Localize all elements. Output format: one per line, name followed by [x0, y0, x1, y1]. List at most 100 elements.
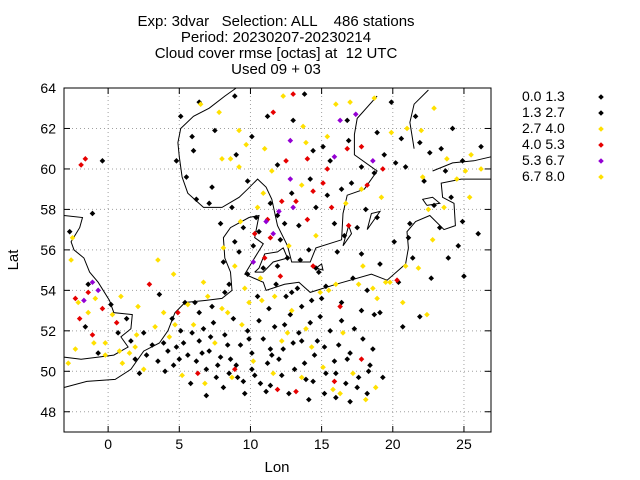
data-point [189, 133, 195, 140]
data-point [140, 366, 147, 373]
data-point [348, 180, 355, 186]
data-point [399, 299, 406, 306]
data-point [313, 232, 319, 239]
data-point [304, 156, 311, 162]
data-point [298, 374, 305, 381]
y-tick-label: 58 [40, 201, 56, 217]
data-point [246, 299, 252, 306]
data-point [354, 224, 361, 231]
data-point [68, 257, 74, 263]
data-point [370, 346, 376, 352]
data-point [261, 145, 268, 152]
data-point [311, 352, 318, 358]
data-point [81, 297, 87, 304]
data-point [337, 390, 343, 397]
coastline [366, 210, 382, 230]
data-point [230, 315, 237, 322]
legend-label: 5.3 6.7 [522, 152, 565, 168]
data-point [300, 123, 306, 130]
data-point [126, 350, 133, 356]
data-point [260, 190, 267, 197]
data-point [249, 350, 255, 356]
data-point [296, 330, 302, 336]
data-point [287, 137, 294, 144]
data-point [156, 291, 163, 298]
data-point [212, 127, 218, 134]
data-point [377, 261, 383, 267]
data-point [266, 305, 272, 312]
data-point [475, 230, 481, 237]
data-point [260, 265, 267, 271]
data-point [334, 249, 341, 255]
data-point [146, 281, 153, 288]
data-point [281, 321, 288, 328]
data-point [277, 273, 284, 279]
data-point [216, 109, 222, 116]
legend-marker [598, 94, 604, 100]
data-point [226, 281, 232, 288]
data-point [89, 210, 96, 217]
y-tick-label: 62 [40, 120, 56, 136]
x-tick-label: 0 [104, 436, 112, 452]
data-point [478, 166, 484, 172]
data-point [333, 281, 339, 288]
data-point [173, 344, 180, 350]
data-point [321, 344, 328, 350]
data-point [371, 311, 378, 318]
data-point [441, 204, 447, 211]
data-point [478, 143, 484, 150]
data-point [436, 224, 443, 231]
data-point [66, 228, 73, 235]
data-point [370, 285, 376, 292]
data-point [301, 360, 308, 366]
data-point [257, 275, 264, 282]
data-point [108, 301, 114, 308]
data-point [256, 317, 262, 324]
data-point [115, 330, 121, 336]
data-point [283, 158, 289, 164]
data-point [263, 218, 269, 225]
data-point [338, 299, 345, 306]
data-point [341, 232, 348, 239]
data-point [267, 200, 274, 207]
data-point [132, 356, 138, 362]
data-point [274, 263, 281, 269]
data-point [438, 145, 444, 152]
data-point [175, 309, 181, 316]
data-point [315, 269, 322, 275]
data-point [431, 202, 437, 209]
data-point [399, 323, 406, 330]
data-point [350, 275, 356, 282]
data-point [76, 315, 83, 322]
data-point [444, 156, 450, 162]
data-points [65, 91, 484, 405]
data-point [250, 243, 257, 249]
data-point [310, 147, 316, 154]
data-point [193, 358, 200, 364]
data-point [426, 149, 433, 156]
data-point [318, 295, 325, 302]
data-point [194, 370, 201, 377]
data-point [391, 238, 398, 245]
data-point [229, 374, 235, 381]
data-point [354, 384, 361, 391]
data-point [468, 151, 474, 158]
y-tick-label: 54 [40, 282, 56, 298]
legend-label: 0.0 1.3 [522, 88, 565, 104]
data-point [75, 299, 82, 306]
data-point [303, 376, 309, 383]
data-point [362, 206, 369, 213]
data-point [328, 204, 335, 211]
data-point [237, 218, 244, 225]
data-point [358, 307, 365, 314]
data-point [358, 143, 365, 150]
data-point [222, 332, 228, 338]
data-point [219, 156, 225, 162]
data-point [270, 109, 277, 116]
data-point [298, 338, 305, 344]
data-point [380, 166, 386, 172]
data-point [233, 151, 240, 158]
data-point [232, 366, 238, 373]
data-point [196, 338, 203, 344]
data-point [314, 338, 321, 344]
